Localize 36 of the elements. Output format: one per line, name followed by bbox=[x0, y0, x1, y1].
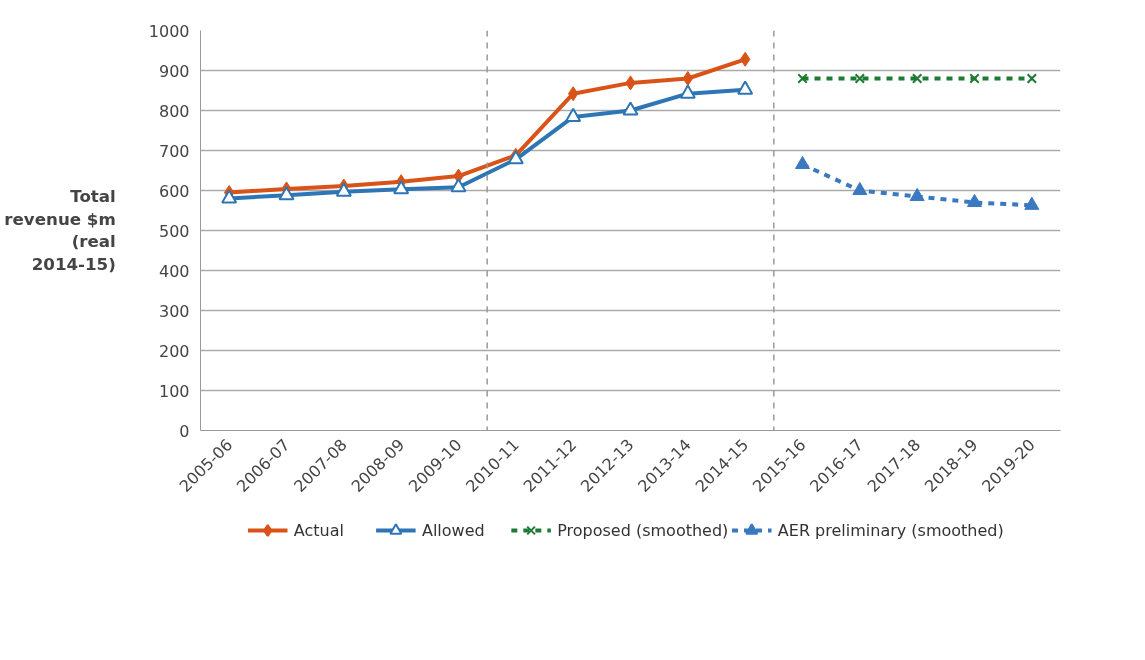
point bbox=[795, 155, 810, 170]
point bbox=[622, 101, 639, 116]
y-tick-label: 200 bbox=[158, 341, 190, 361]
point bbox=[682, 71, 693, 86]
legend-label: Actual bbox=[293, 521, 344, 540]
point bbox=[909, 187, 925, 202]
y-tick-label: 1000 bbox=[148, 21, 190, 41]
y-tick-label: 500 bbox=[158, 221, 190, 241]
point bbox=[852, 181, 868, 196]
y-tick-label: 600 bbox=[158, 181, 190, 201]
y-tick-label: 700 bbox=[158, 141, 190, 161]
y-axis-title: Total revenue $m (real 2014-15) bbox=[4, 186, 116, 275]
point bbox=[1026, 73, 1038, 84]
point bbox=[1024, 196, 1040, 210]
legend-label: Proposed (smoothed) bbox=[557, 521, 729, 540]
point bbox=[911, 73, 923, 84]
point bbox=[737, 80, 754, 95]
y-tick-label: 400 bbox=[158, 261, 190, 281]
point bbox=[278, 186, 295, 201]
y-tick-label: 100 bbox=[158, 381, 190, 401]
point bbox=[969, 73, 980, 84]
point bbox=[797, 73, 808, 84]
point bbox=[335, 182, 352, 197]
y-tick-label: 800 bbox=[158, 101, 190, 121]
legend-label: Allowed bbox=[421, 521, 485, 540]
y-tick-label: 0 bbox=[179, 421, 190, 441]
y-tick-label: 300 bbox=[158, 301, 190, 321]
legend-label: AER preliminary (smoothed) bbox=[777, 521, 1004, 540]
point bbox=[450, 178, 467, 193]
point bbox=[967, 193, 982, 208]
point bbox=[565, 107, 582, 122]
point bbox=[854, 73, 866, 84]
point bbox=[393, 180, 410, 195]
point bbox=[679, 84, 696, 99]
y-tick-label: 900 bbox=[158, 61, 190, 81]
point bbox=[221, 189, 238, 204]
